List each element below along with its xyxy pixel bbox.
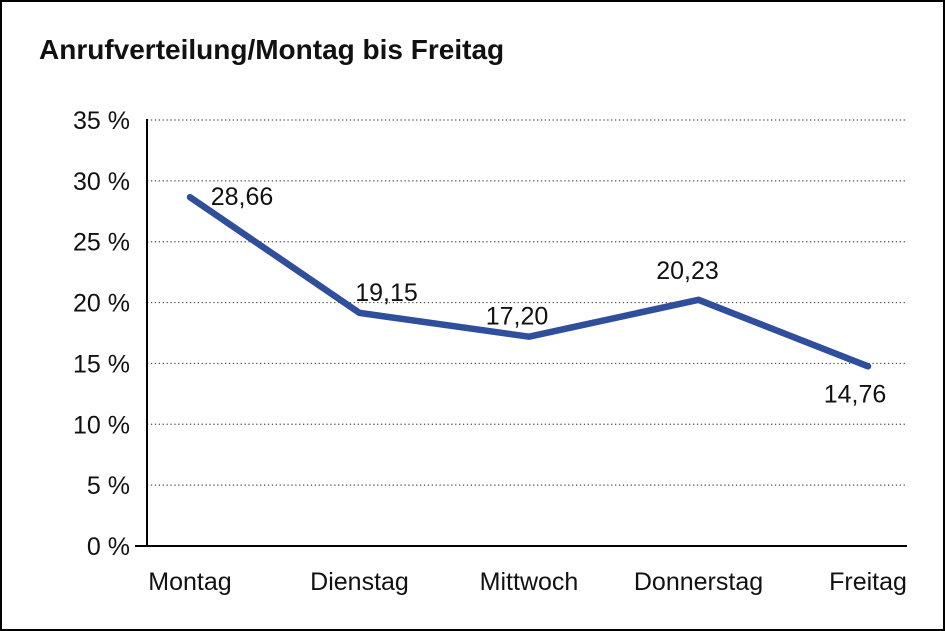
y-tick-label: 20 % <box>73 290 130 318</box>
data-label: 20,23 <box>656 257 719 285</box>
y-tick-label: 35 % <box>73 107 130 135</box>
y-tick-label: 25 % <box>73 229 130 257</box>
category-label: Dienstag <box>310 568 409 596</box>
data-label: 17,20 <box>486 303 549 331</box>
y-tick-label: 30 % <box>73 168 130 196</box>
y-tick-label: 15 % <box>73 350 130 378</box>
chart-title: Anrufverteilung/Montag bis Freitag <box>39 34 505 65</box>
category-label: Montag <box>148 568 231 596</box>
y-tick-label: 0 % <box>87 533 130 561</box>
category-label: Freitag <box>829 568 907 596</box>
y-tick-label: 10 % <box>73 411 130 439</box>
series-line <box>186 193 872 370</box>
category-label: Donnerstag <box>634 568 763 596</box>
data-label: 19,15 <box>355 279 418 307</box>
y-tick-label: 5 % <box>87 472 130 500</box>
data-label: 28,66 <box>211 183 274 211</box>
category-label: Mittwoch <box>480 568 579 596</box>
data-label: 14,76 <box>824 380 887 408</box>
